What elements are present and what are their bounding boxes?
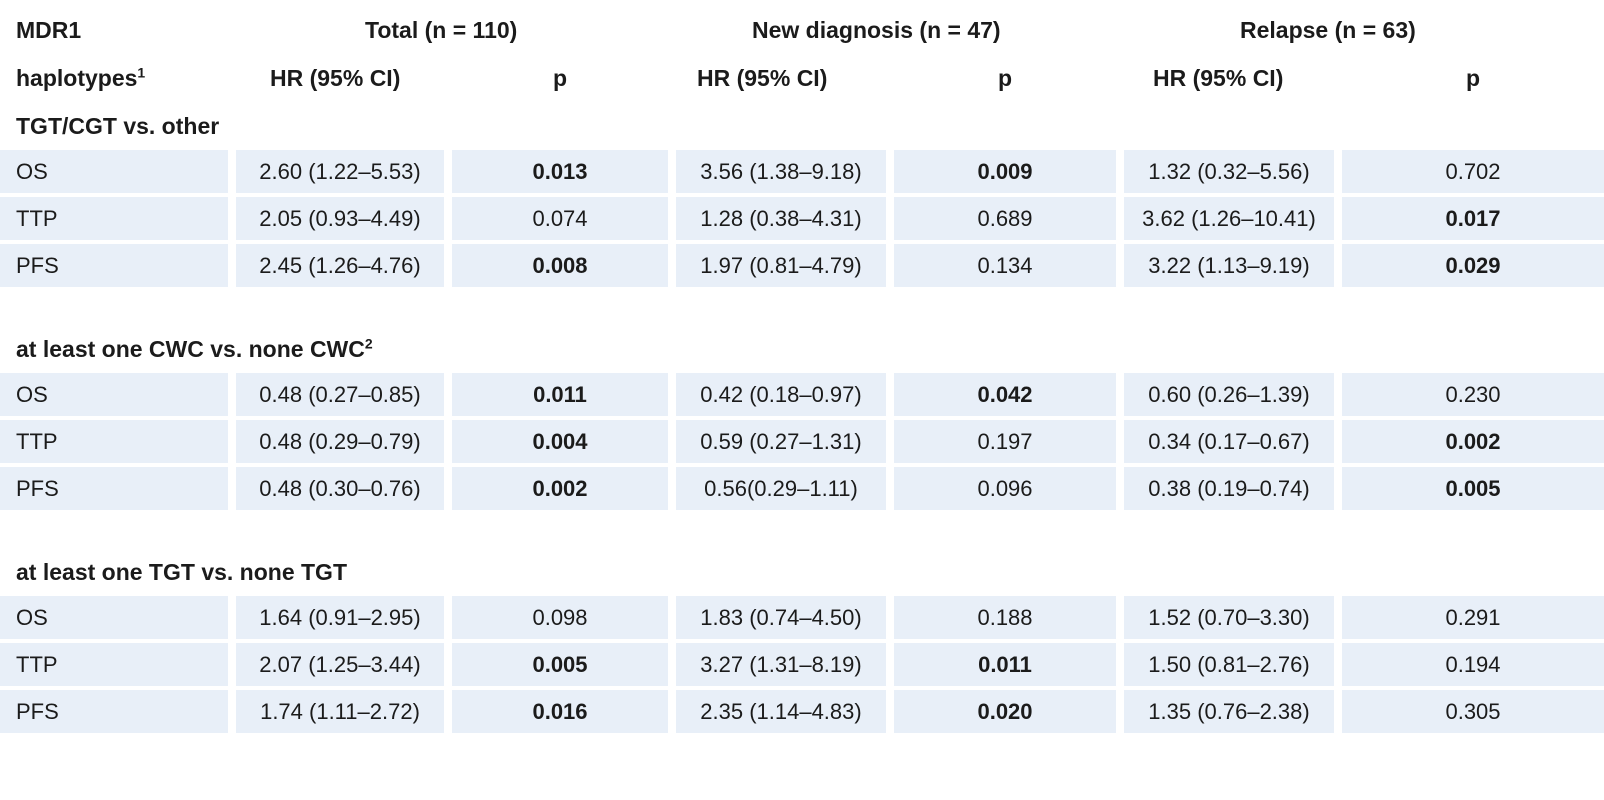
row-label-cell: TTP — [0, 197, 228, 240]
new-diagnosis-hr-cell: 1.97 (0.81–4.79) — [676, 244, 886, 287]
header-new-p: p — [998, 65, 1013, 91]
relapse-hr-cell: 3.62 (1.26–10.41) — [1124, 197, 1334, 240]
header-new-diagnosis: New diagnosis (n = 47) — [752, 17, 1001, 43]
relapse-p-cell: 0.017 — [1342, 197, 1604, 240]
new-diagnosis-p-cell: 0.020 — [894, 690, 1116, 733]
total-p-cell: 0.011 — [452, 373, 668, 416]
relapse-p-cell: 0.291 — [1342, 596, 1604, 639]
relapse-p-cell: 0.005 — [1342, 467, 1604, 510]
total-p-cell: 0.098 — [452, 596, 668, 639]
total-hr-cell: 2.60 (1.22–5.53) — [236, 150, 444, 193]
row-label-cell: PFS — [0, 244, 228, 287]
relapse-hr-cell: 3.22 (1.13–9.19) — [1124, 244, 1334, 287]
new-diagnosis-hr-cell: 2.35 (1.14–4.83) — [676, 690, 886, 733]
table-row: TTP 2.05 (0.93–4.49) 0.074 1.28 (0.38–4.31)… — [0, 197, 1604, 240]
table-row: PFS 2.45 (1.26–4.76) 0.008 1.97 (0.81–4.79)… — [0, 244, 1604, 287]
new-diagnosis-p-cell: 0.188 — [894, 596, 1116, 639]
header-relapse-p: p — [1466, 65, 1481, 91]
relapse-hr-cell: 1.52 (0.70–3.30) — [1124, 596, 1334, 639]
relapse-hr-cell: 0.34 (0.17–0.67) — [1124, 420, 1334, 463]
table-row: TTP 0.48 (0.29–0.79) 0.004 0.59 (0.27–1.31)… — [0, 420, 1604, 463]
relapse-hr-cell: 1.50 (0.81–2.76) — [1124, 643, 1334, 686]
new-diagnosis-p-cell: 0.042 — [894, 373, 1116, 416]
relapse-hr-cell: 0.60 (0.26–1.39) — [1124, 373, 1334, 416]
total-hr-cell: 0.48 (0.29–0.79) — [236, 420, 444, 463]
row-label-cell: TTP — [0, 420, 228, 463]
group-title-text: TGT/CGT vs. other — [16, 113, 220, 139]
total-p-cell: 0.005 — [452, 643, 668, 686]
total-p-cell: 0.004 — [452, 420, 668, 463]
new-diagnosis-p-cell: 0.009 — [894, 150, 1116, 193]
header-haplotypes-footnote: 1 — [137, 64, 146, 81]
relapse-hr-cell: 0.38 (0.19–0.74) — [1124, 467, 1334, 510]
total-hr-cell: 2.45 (1.26–4.76) — [236, 244, 444, 287]
header-haplotypes: haplotypes1 — [16, 63, 145, 93]
header-relapse-hr: HR (95% CI) — [1153, 65, 1284, 91]
total-hr-cell: 1.74 (1.11–2.72) — [236, 690, 444, 733]
group-title: at least one CWC vs. none CWC2 — [16, 334, 373, 364]
relapse-p-cell: 0.029 — [1342, 244, 1604, 287]
group-title: TGT/CGT vs. other — [16, 111, 219, 141]
new-diagnosis-hr-cell: 0.56(0.29–1.11) — [676, 467, 886, 510]
relapse-hr-cell: 1.35 (0.76–2.38) — [1124, 690, 1334, 733]
total-hr-cell: 1.64 (0.91–2.95) — [236, 596, 444, 639]
relapse-p-cell: 0.702 — [1342, 150, 1604, 193]
row-label-cell: PFS — [0, 690, 228, 733]
relapse-hr-cell: 1.32 (0.32–5.56) — [1124, 150, 1334, 193]
total-p-cell: 0.016 — [452, 690, 668, 733]
header-mdr1: MDR1 — [16, 17, 82, 43]
new-diagnosis-p-cell: 0.011 — [894, 643, 1116, 686]
table-row: PFS 0.48 (0.30–0.76) 0.002 0.56(0.29–1.11) 0… — [0, 467, 1604, 510]
table-row: OS 0.48 (0.27–0.85) 0.011 0.42 (0.18–0.97) 0… — [0, 373, 1604, 416]
total-p-cell: 0.013 — [452, 150, 668, 193]
new-diagnosis-hr-cell: 1.83 (0.74–4.50) — [676, 596, 886, 639]
new-diagnosis-hr-cell: 1.28 (0.38–4.31) — [676, 197, 886, 240]
total-hr-cell: 0.48 (0.30–0.76) — [236, 467, 444, 510]
total-hr-cell: 2.07 (1.25–3.44) — [236, 643, 444, 686]
relapse-p-cell: 0.305 — [1342, 690, 1604, 733]
new-diagnosis-p-cell: 0.197 — [894, 420, 1116, 463]
total-hr-cell: 2.05 (0.93–4.49) — [236, 197, 444, 240]
row-label-cell: OS — [0, 596, 228, 639]
header-haplotypes-text: haplotypes — [16, 65, 138, 91]
group-title-text: at least one CWC vs. none CWC — [16, 336, 365, 362]
row-label-cell: OS — [0, 373, 228, 416]
new-diagnosis-hr-cell: 0.59 (0.27–1.31) — [676, 420, 886, 463]
group-title: at least one TGT vs. none TGT — [16, 557, 347, 587]
new-diagnosis-hr-cell: 3.27 (1.31–8.19) — [676, 643, 886, 686]
relapse-p-cell: 0.002 — [1342, 420, 1604, 463]
header-new-hr: HR (95% CI) — [697, 65, 828, 91]
table-row: OS 1.64 (0.91–2.95) 0.098 1.83 (0.74–4.50) 0… — [0, 596, 1604, 639]
table-row: TTP 2.07 (1.25–3.44) 0.005 3.27 (1.31–8.19)… — [0, 643, 1604, 686]
row-label-cell: OS — [0, 150, 228, 193]
table-row: PFS 1.74 (1.11–2.72) 0.016 2.35 (1.14–4.83)… — [0, 690, 1604, 733]
row-label-cell: TTP — [0, 643, 228, 686]
total-p-cell: 0.002 — [452, 467, 668, 510]
group-title-text: at least one TGT vs. none TGT — [16, 559, 347, 585]
header-total-p: p — [553, 65, 568, 91]
new-diagnosis-p-cell: 0.134 — [894, 244, 1116, 287]
new-diagnosis-p-cell: 0.689 — [894, 197, 1116, 240]
new-diagnosis-hr-cell: 0.42 (0.18–0.97) — [676, 373, 886, 416]
new-diagnosis-hr-cell: 3.56 (1.38–9.18) — [676, 150, 886, 193]
header-relapse: Relapse (n = 63) — [1240, 17, 1416, 43]
total-p-cell: 0.008 — [452, 244, 668, 287]
relapse-p-cell: 0.230 — [1342, 373, 1604, 416]
total-p-cell: 0.074 — [452, 197, 668, 240]
new-diagnosis-p-cell: 0.096 — [894, 467, 1116, 510]
relapse-p-cell: 0.194 — [1342, 643, 1604, 686]
group-title-footnote: 2 — [364, 335, 373, 352]
row-label-cell: PFS — [0, 467, 228, 510]
header-total-hr: HR (95% CI) — [270, 65, 401, 91]
table-row: OS 2.60 (1.22–5.53) 0.013 3.56 (1.38–9.18) 0… — [0, 150, 1604, 193]
total-hr-cell: 0.48 (0.27–0.85) — [236, 373, 444, 416]
header-total: Total (n = 110) — [365, 17, 518, 43]
